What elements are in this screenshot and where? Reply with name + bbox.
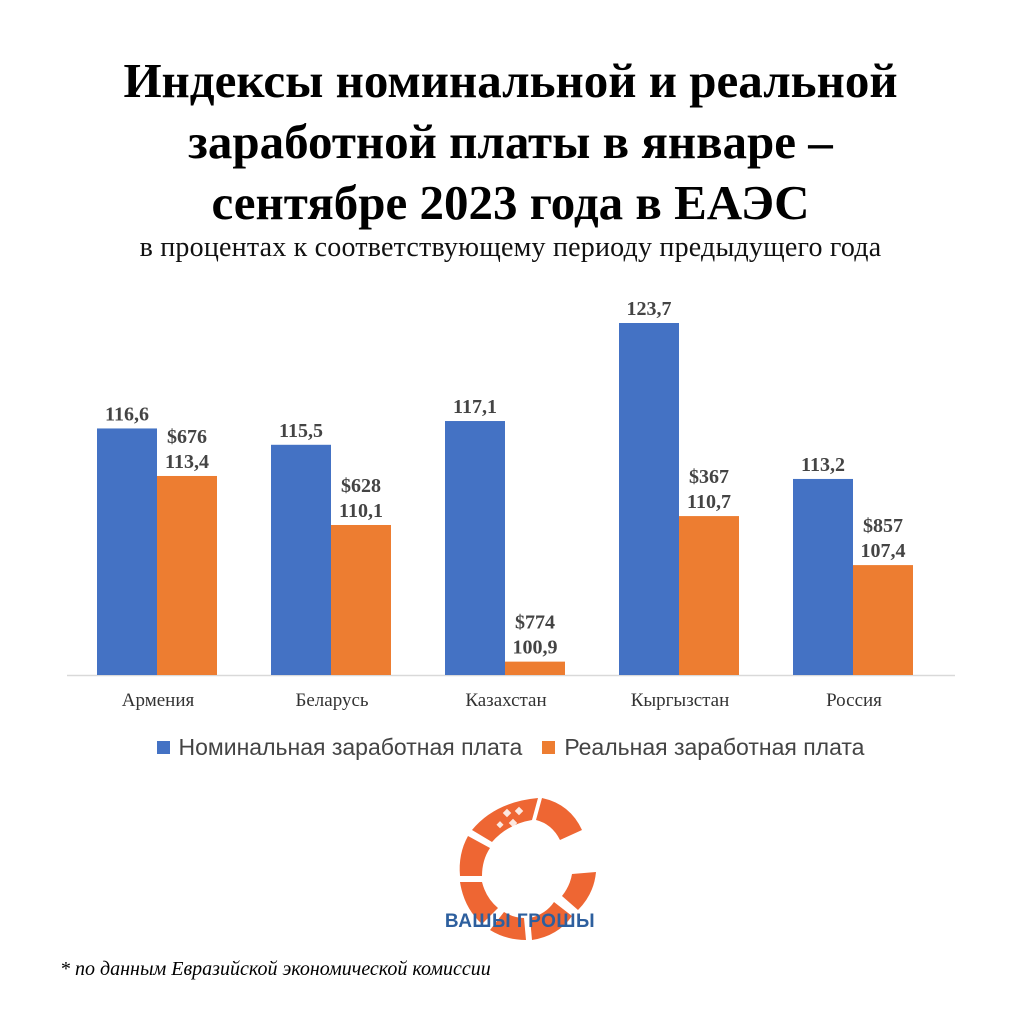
data-label-nominal-5: 113,2 [801,454,845,476]
data-label-nominal-3: 117,1 [453,396,497,418]
sun-burst-logo-icon [459,798,596,940]
legend-item-real: Реальная заработная плата [542,734,864,761]
legend-label-real: Реальная заработная плата [564,734,865,760]
legend-swatch-real [542,741,556,754]
salary-annotation-3: $774 [515,612,555,634]
bar-real-1 [157,475,217,675]
category-label-1: Армения [122,690,195,711]
title-line-3: сентябре 2023 года в ЕАЭС [211,175,810,230]
salary-annotation-4: $367 [689,466,729,488]
bar-real-3 [505,661,565,675]
category-label-2: Беларусь [295,690,368,711]
data-label-real-3: 100,9 [513,637,558,659]
title-line-2: заработной платы в январе – [188,114,833,169]
title-line-1: Индексы номинальной и реальной [123,53,898,108]
legend-swatch-nominal [156,741,170,754]
data-label-nominal-4: 123,7 [627,298,672,320]
bar-nominal-3 [445,421,505,675]
bar-chart: 116,6 113,4 $676 Армения 115,5 110,1 $628 Белар… [67,298,955,711]
bar-real-5 [853,565,913,675]
data-label-real-2: 110,1 [339,500,383,522]
bar-real-2 [331,524,391,675]
bar-nominal-1 [97,428,157,675]
data-label-real-1: 113,4 [165,451,209,473]
bar-real-4 [679,516,739,675]
bar-nominal-2 [271,444,331,675]
chart-subtitle: в процентах к соответствующему периоду п… [139,232,882,263]
data-label-real-5: 107,4 [861,540,906,562]
footnote: * по данным Евразийской экономической ко… [60,958,491,980]
salary-annotation-1: $676 [167,426,207,448]
salary-annotation-2: $628 [341,475,381,497]
data-label-real-4: 110,7 [687,491,731,513]
bar-nominal-5 [793,478,853,675]
category-label-3: Казахстан [465,690,546,711]
chart-title: Индексы номинальной и реальной заработно… [0,50,1021,233]
chart-legend: Номинальная заработная плата Реальная за… [0,734,1021,761]
category-label-4: Кыргызстан [631,690,730,711]
bar-nominal-4 [619,323,679,675]
salary-annotation-5: $857 [863,515,903,537]
legend-item-nominal: Номинальная заработная плата [156,734,523,761]
legend-label-nominal: Номинальная заработная плата [178,734,523,760]
data-label-nominal-2: 115,5 [279,420,323,442]
category-label-5: Россия [826,690,882,711]
data-label-nominal-1: 116,6 [105,403,149,425]
logo-text: ВАШЫ ГРОШЫ [444,911,596,932]
